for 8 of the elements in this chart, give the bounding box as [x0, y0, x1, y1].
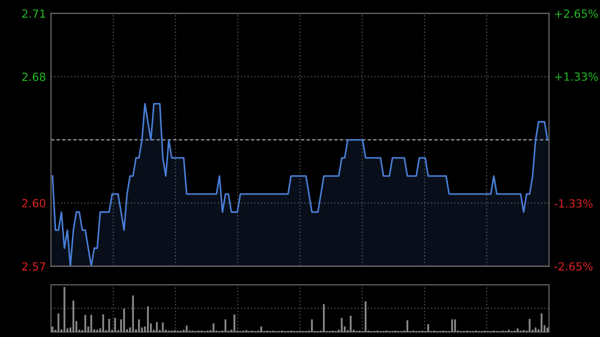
y-tick-label: 2.71 — [22, 9, 46, 18]
y2-tick-label: +1.33% — [555, 72, 598, 81]
y2-tick-label: -2.65% — [554, 262, 593, 271]
y2-tick-label: -1.33% — [554, 199, 593, 208]
y-tick-label: 2.57 — [22, 262, 46, 271]
y2-tick-label: +2.65% — [555, 9, 598, 18]
y-tick-label: 2.68 — [22, 72, 46, 82]
y-tick-label: 2.60 — [22, 199, 46, 208]
